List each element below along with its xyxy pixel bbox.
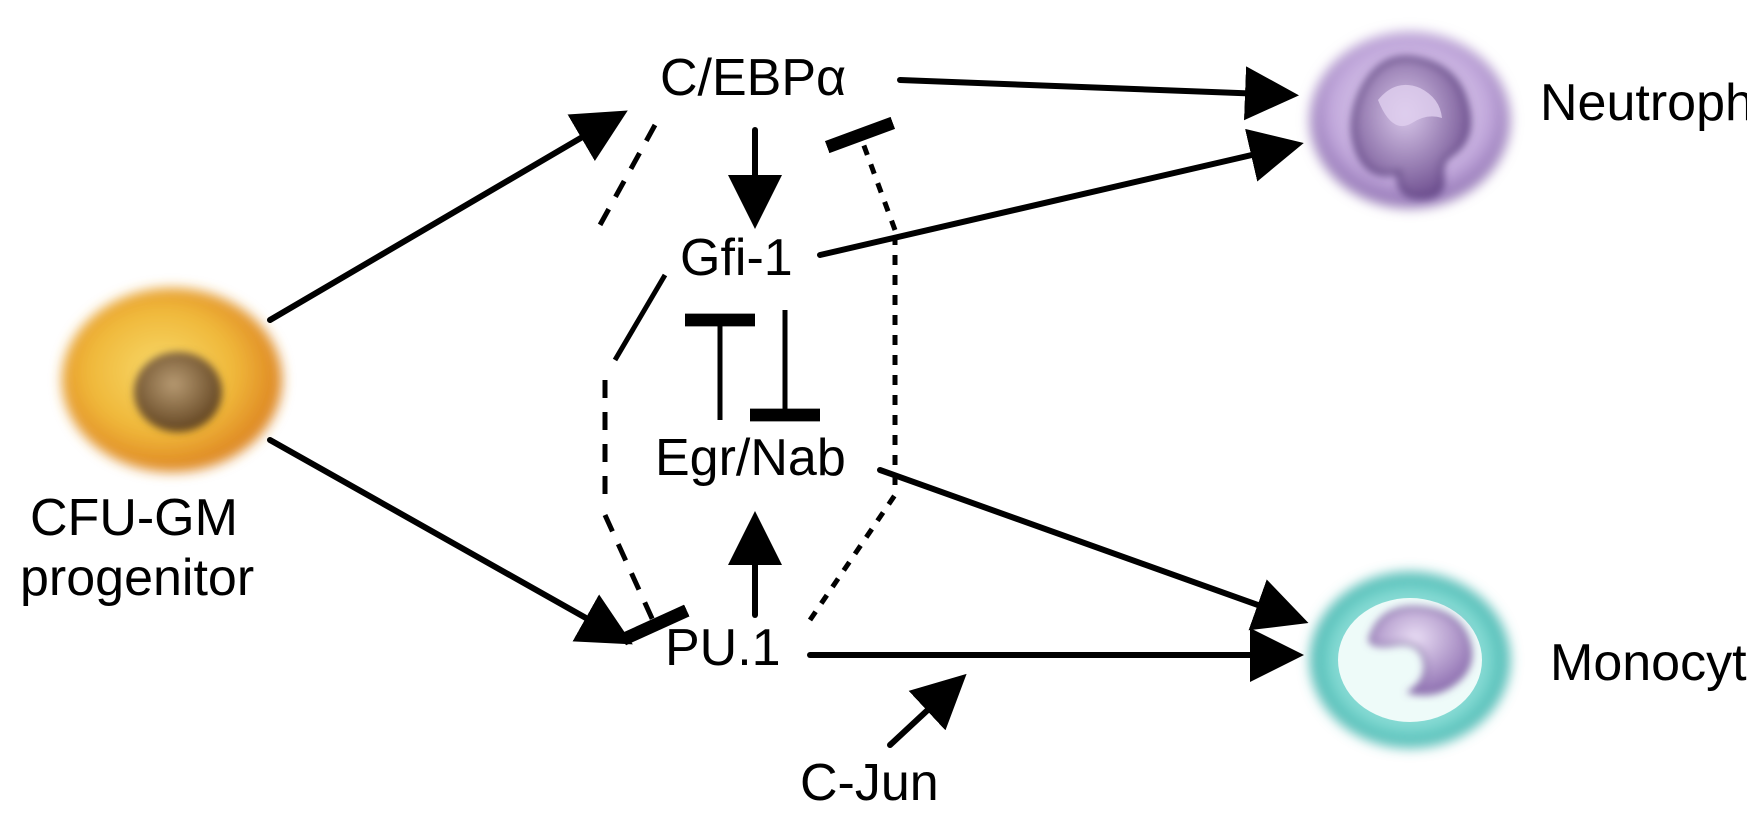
cebpa-label: C/EBPα bbox=[660, 49, 846, 107]
edge-hex-left-to-pu1 bbox=[605, 515, 655, 625]
edge-cjun-to-pu1path bbox=[890, 680, 960, 745]
egrnab-label: Egr/Nab bbox=[655, 429, 846, 487]
monocyte-label: Monocyte bbox=[1550, 634, 1747, 692]
edge-hex-right-to-cebpa bbox=[860, 135, 895, 230]
edge-gfi1-to-neutrophil bbox=[820, 145, 1295, 255]
gfi1-label: Gfi-1 bbox=[680, 229, 793, 287]
edge-prog-to-cebpa bbox=[270, 115, 620, 320]
pu1-label: PU.1 bbox=[665, 619, 781, 677]
neutrophil-label: Neutrophil bbox=[1540, 74, 1747, 132]
edge-cebpa-to-neutrophil bbox=[900, 80, 1290, 95]
progenitor-label-line2: progenitor bbox=[20, 549, 254, 607]
progenitor-cell bbox=[62, 288, 282, 472]
neutrophil-cell bbox=[1310, 32, 1510, 208]
edge-prog-to-pu1 bbox=[270, 440, 625, 640]
cjun-label: C-Jun bbox=[800, 754, 939, 812]
edge-egrnab-to-monocyte bbox=[880, 470, 1300, 620]
progenitor-label-line1: CFU-GM bbox=[30, 489, 238, 547]
edge-pu1-up-right bbox=[810, 495, 895, 620]
edge-hex-top-left-solid bbox=[615, 275, 665, 360]
monocyte-cell bbox=[1310, 572, 1510, 748]
edge-cebpa-inhibit-pu1 bbox=[600, 125, 655, 225]
